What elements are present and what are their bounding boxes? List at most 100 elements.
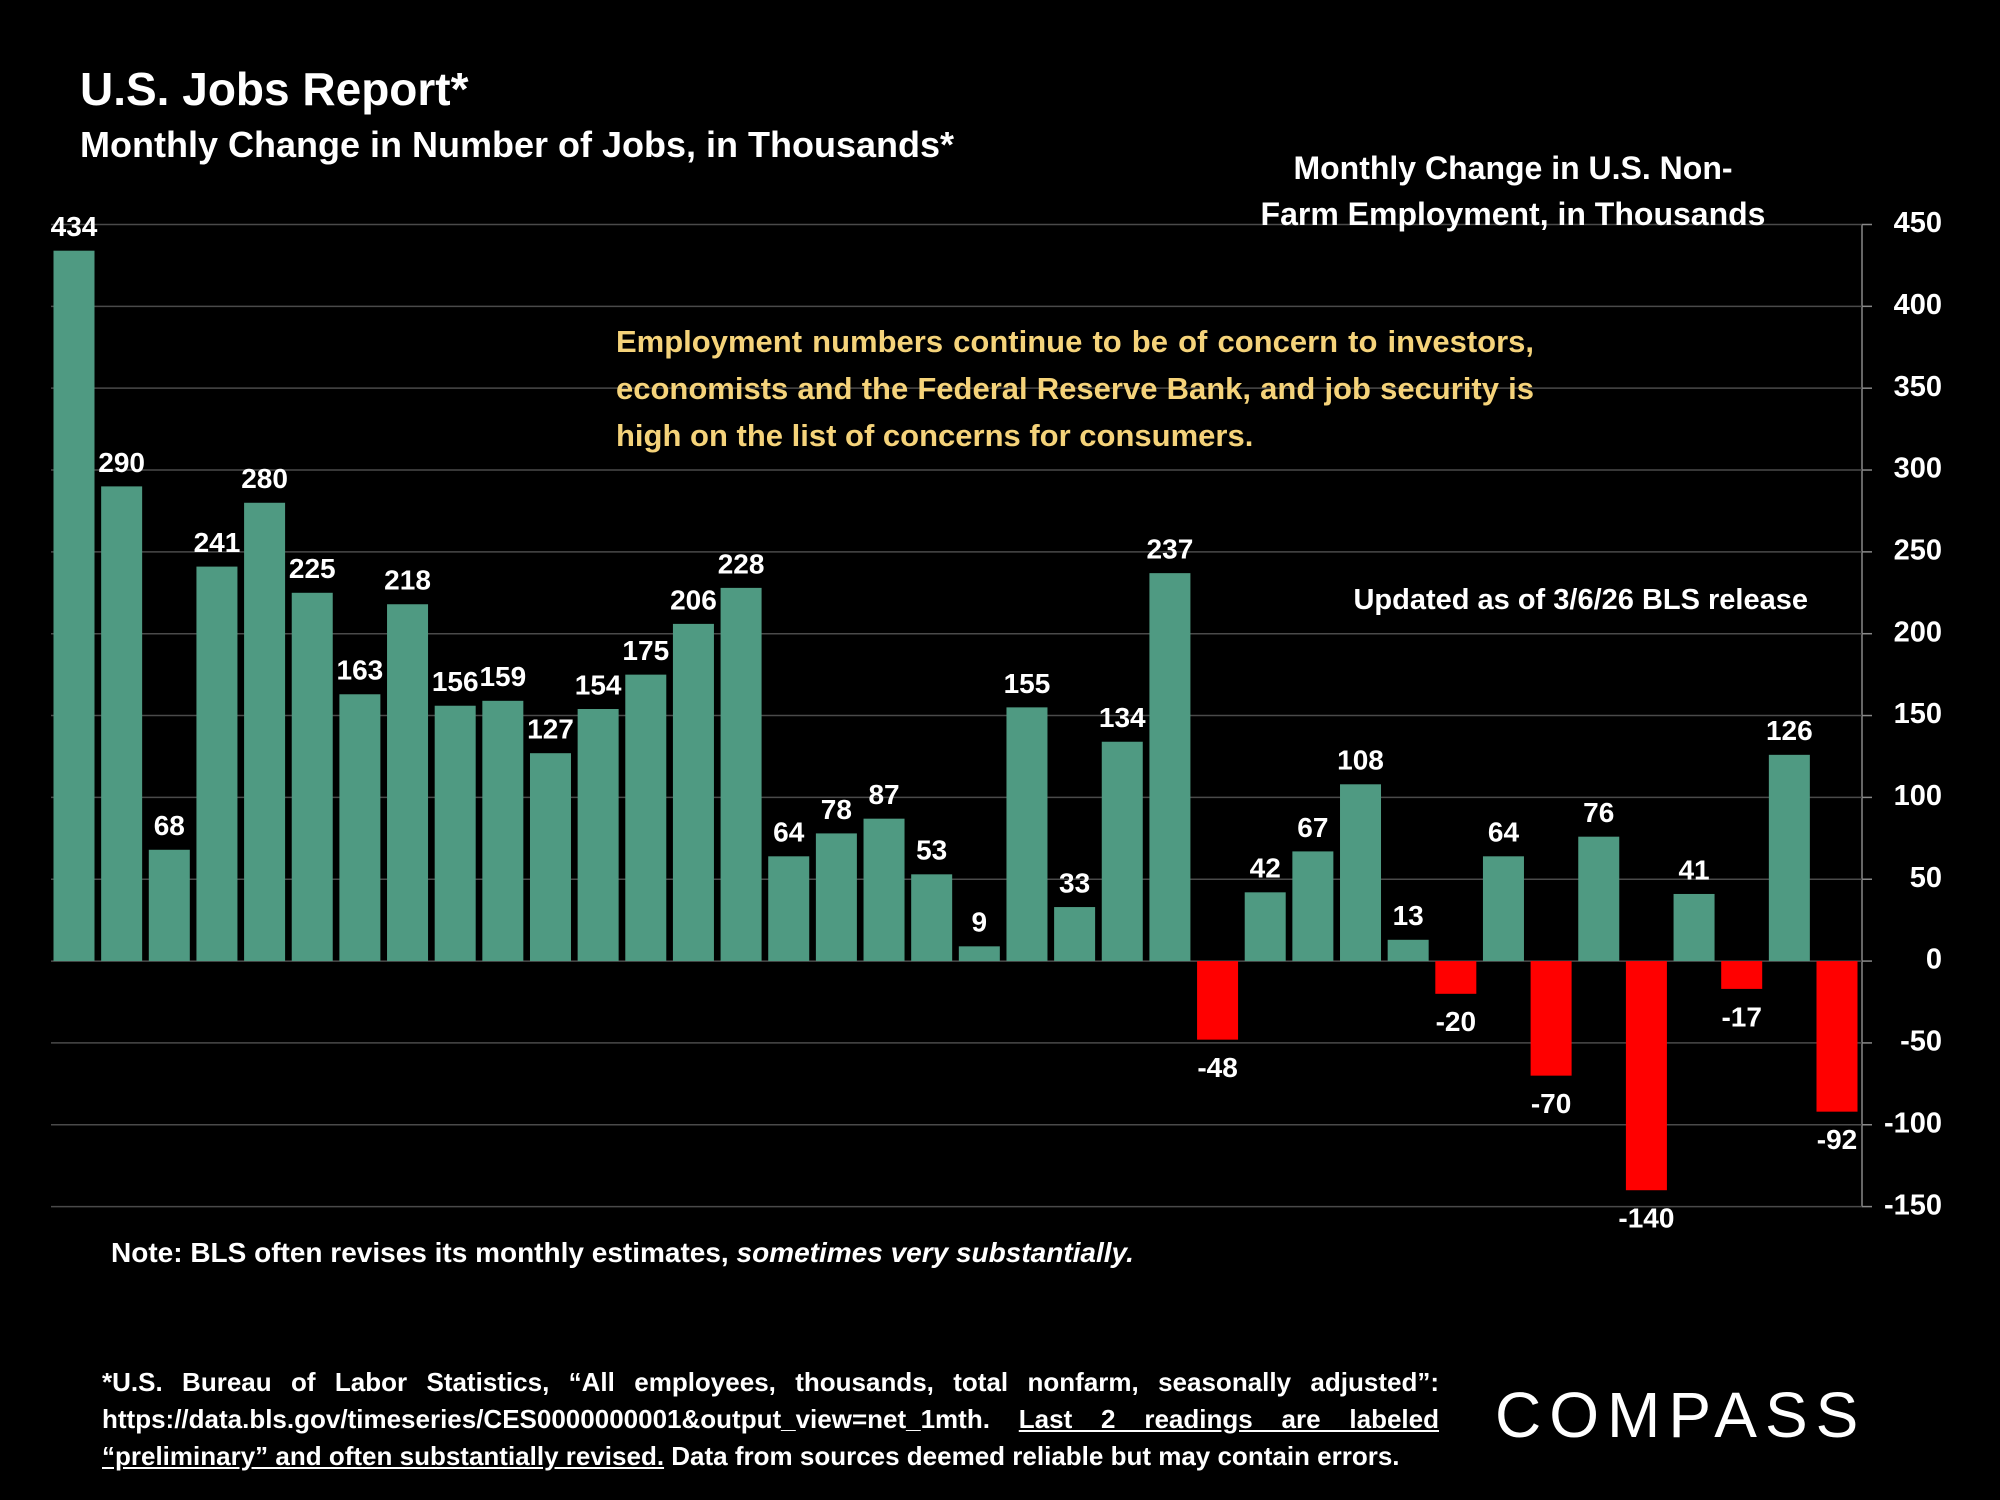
y-axis-title-line: Monthly Change in U.S. Non-	[1293, 150, 1733, 186]
bar	[672, 623, 714, 962]
data-label: 434	[51, 211, 98, 242]
bar	[1435, 961, 1477, 994]
update-note: Updated as of 3/6/26 BLS release	[1353, 584, 1808, 616]
bar	[1054, 907, 1096, 962]
bar	[577, 709, 619, 962]
bar	[625, 674, 667, 962]
y-tick-label: 50	[1910, 862, 1942, 894]
y-tick-label: 300	[1894, 453, 1942, 485]
y-tick-label: -150	[1884, 1189, 1942, 1221]
logo: COMPASS	[1495, 1379, 1867, 1451]
bar	[101, 486, 143, 962]
y-axis-title: Monthly Change in U.S. Non- Farm Employm…	[1240, 145, 1786, 237]
bar	[482, 700, 524, 962]
bar	[387, 604, 429, 962]
bar	[720, 587, 762, 962]
bar	[1625, 961, 1667, 1191]
data-label: 206	[670, 584, 717, 615]
data-label: -17	[1721, 1001, 1761, 1032]
data-label: 228	[718, 548, 765, 579]
y-axis-title-line: Farm Employment, in Thousands	[1260, 196, 1766, 232]
bar	[148, 849, 190, 962]
bar	[244, 502, 286, 962]
y-tick-label: 350	[1894, 371, 1942, 403]
data-label: 154	[575, 669, 622, 700]
bar	[1006, 707, 1048, 962]
data-label: 218	[384, 565, 431, 596]
bar	[911, 874, 953, 962]
bar	[1482, 856, 1524, 962]
annotation: Employment numbers continue to be of con…	[616, 324, 1534, 453]
data-label: -20	[1436, 1006, 1476, 1037]
data-label: 68	[154, 810, 185, 841]
y-tick-label: -100	[1884, 1107, 1942, 1139]
data-label: 87	[868, 779, 899, 810]
y-tick-label: 100	[1894, 780, 1942, 812]
data-label: 280	[241, 463, 288, 494]
data-label: 175	[622, 635, 669, 666]
data-label: 41	[1678, 854, 1709, 885]
data-label: 127	[527, 714, 574, 745]
data-label: 78	[821, 794, 852, 825]
bar	[1673, 893, 1715, 962]
data-label: 159	[479, 661, 526, 692]
bar	[1340, 784, 1382, 962]
data-label: -48	[1197, 1052, 1237, 1083]
data-label: 64	[773, 817, 805, 848]
data-label: 163	[337, 655, 384, 686]
chart-subtitle: Monthly Change in Number of Jobs, in Tho…	[80, 124, 955, 165]
data-label: 241	[194, 527, 241, 558]
bar	[958, 946, 1000, 962]
bar	[1149, 573, 1191, 962]
y-tick-label: 200	[1894, 616, 1942, 648]
data-label: 53	[916, 835, 947, 866]
chart-title: U.S. Jobs Report*	[80, 63, 469, 115]
bar	[1768, 754, 1810, 962]
data-label: 42	[1250, 853, 1281, 884]
bar	[1530, 961, 1572, 1076]
y-tick-label: 450	[1894, 207, 1942, 239]
note-emphasis: sometimes very substantially.	[736, 1237, 1134, 1268]
y-tick-label: -50	[1900, 1026, 1942, 1058]
bar	[815, 833, 857, 962]
footnote-text: *U.S. Bureau of Labor Statistics, “All e…	[102, 1367, 1439, 1434]
data-label: -140	[1618, 1203, 1674, 1234]
bar	[529, 753, 571, 962]
bar	[1197, 961, 1239, 1040]
data-label: 108	[1337, 745, 1384, 776]
data-label: 67	[1297, 812, 1328, 843]
footnote: *U.S. Bureau of Labor Statistics, “All e…	[102, 1364, 1439, 1475]
note: Note: BLS often revises its monthly esti…	[111, 1237, 1134, 1269]
bar	[53, 250, 95, 962]
y-tick-label: 250	[1894, 535, 1942, 567]
bar	[1101, 741, 1143, 962]
data-label: 225	[289, 553, 336, 584]
bar	[1292, 851, 1334, 962]
data-label: 33	[1059, 867, 1090, 898]
bar	[768, 856, 810, 962]
data-label: 134	[1099, 702, 1146, 733]
bar	[291, 592, 333, 962]
bar	[434, 705, 476, 962]
y-tick-label: 150	[1894, 698, 1942, 730]
bar	[196, 566, 238, 962]
y-tick-label: 0	[1926, 944, 1942, 976]
bar	[1244, 892, 1286, 962]
footnote-underlined: Last 2 readings are labeled “preliminary…	[102, 1404, 1439, 1471]
bar	[1816, 961, 1858, 1112]
data-label: 13	[1393, 900, 1424, 931]
bar	[863, 818, 905, 962]
data-label: 64	[1488, 817, 1520, 848]
note-text: Note: BLS often revises its monthly esti…	[111, 1237, 729, 1268]
bar	[1721, 961, 1763, 989]
data-label: 155	[1004, 668, 1051, 699]
y-tick-label: 400	[1894, 289, 1942, 321]
data-label: 9	[972, 907, 988, 938]
data-label: 76	[1583, 797, 1614, 828]
footnote-tail: Data from sources deemed reliable but ma…	[671, 1441, 1400, 1471]
data-label: 290	[98, 447, 145, 478]
data-label: 156	[432, 666, 479, 697]
data-label: -92	[1817, 1124, 1857, 1155]
